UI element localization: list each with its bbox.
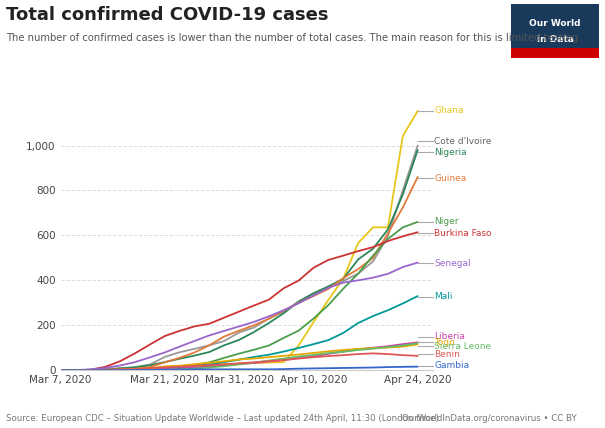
Bar: [511, 4, 599, 48]
Text: Gambia: Gambia: [434, 361, 469, 370]
Text: The number of confirmed cases is lower than the number of total cases. The main : The number of confirmed cases is lower t…: [6, 33, 581, 43]
Text: Niger: Niger: [434, 217, 459, 226]
Text: OurWorldInData.org/coronavirus • CC BY: OurWorldInData.org/coronavirus • CC BY: [402, 414, 577, 423]
Text: Nigeria: Nigeria: [434, 148, 467, 157]
Text: Guinea: Guinea: [434, 174, 466, 183]
Text: Our World: Our World: [529, 18, 581, 27]
Text: Burkina Faso: Burkina Faso: [434, 229, 492, 238]
Text: Source: European CDC – Situation Update Worldwide – Last updated 24th April, 11:: Source: European CDC – Situation Update …: [6, 414, 439, 423]
Text: Sierra Leone: Sierra Leone: [434, 342, 491, 351]
Bar: [511, 48, 599, 58]
Text: Cote d'Ivoire: Cote d'Ivoire: [434, 137, 492, 146]
Text: Senegal: Senegal: [434, 259, 471, 268]
Text: Benin: Benin: [434, 350, 460, 359]
Text: Ghana: Ghana: [434, 107, 464, 116]
Text: Total confirmed COVID-19 cases: Total confirmed COVID-19 cases: [6, 6, 329, 24]
Text: Liberia: Liberia: [434, 333, 465, 342]
Text: in Data: in Data: [537, 35, 574, 44]
Text: Mali: Mali: [434, 292, 453, 301]
Text: Togo: Togo: [434, 338, 455, 347]
